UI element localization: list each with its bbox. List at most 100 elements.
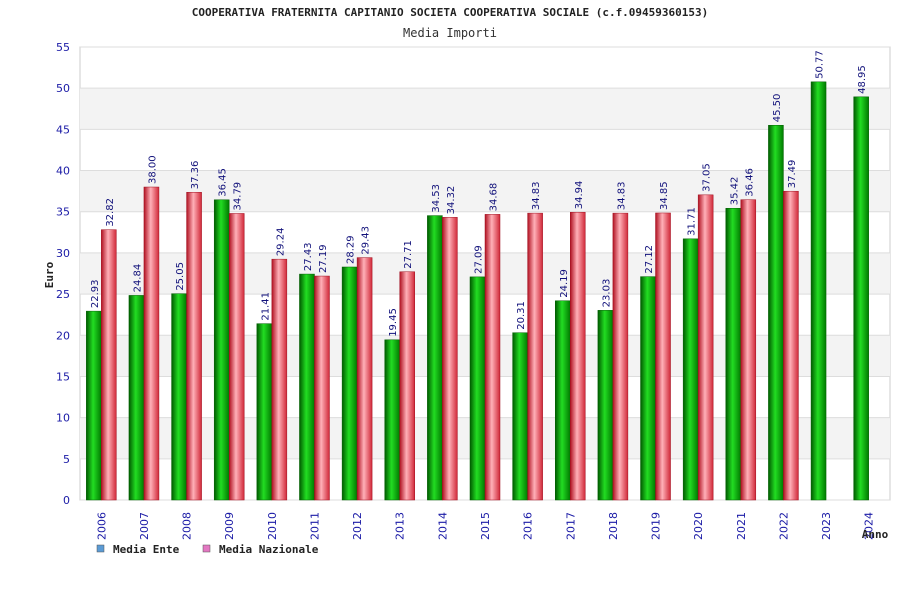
value-label-ente-2014: 34.53 — [431, 184, 442, 213]
bar-media-nazionale-2012 — [356, 257, 373, 501]
x-tick-label-2006: 2006 — [95, 512, 108, 540]
x-tick-label-2024: 2024 — [863, 512, 876, 540]
value-label-ente-2019: 27.12 — [644, 245, 655, 274]
legend-label-nazionale: Media Nazionale — [219, 543, 319, 556]
y-tick-label: 30 — [56, 247, 70, 260]
y-tick-label: 0 — [63, 494, 70, 507]
chart-subtitle: Media Importi — [403, 26, 497, 40]
x-tick-label-2009: 2009 — [223, 512, 236, 540]
value-label-nazionale-2015: 34.68 — [489, 183, 500, 212]
bar-media-nazionale-2010 — [271, 258, 288, 501]
bar-media-ente-2017 — [555, 300, 571, 501]
bar-media-nazionale-2016 — [527, 212, 543, 501]
value-label-nazionale-2006: 32.82 — [105, 198, 116, 227]
bar-media-ente-2016 — [512, 332, 528, 501]
bar-media-ente-2012 — [341, 266, 358, 501]
value-label-ente-2011: 27.43 — [303, 242, 314, 271]
bar-media-nazionale-2007 — [143, 186, 160, 501]
bar-media-nazionale-2014 — [442, 217, 458, 501]
bar-media-ente-2020 — [682, 238, 699, 501]
legend-label-ente: Media Ente — [113, 543, 180, 556]
value-label-nazionale-2011: 27.19 — [318, 244, 329, 273]
bar-media-ente-2007 — [128, 295, 145, 501]
value-label-nazionale-2017: 34.94 — [574, 181, 585, 210]
value-label-nazionale-2021: 36.46 — [744, 168, 755, 197]
x-tick-label-2011: 2011 — [308, 512, 321, 540]
value-label-ente-2021: 35.42 — [729, 177, 740, 206]
x-tick-label-2012: 2012 — [351, 512, 364, 540]
y-tick-label: 40 — [56, 165, 70, 178]
x-tick-label-2021: 2021 — [735, 512, 748, 540]
bar-media-ente-2023 — [810, 81, 827, 501]
x-tick-label-2017: 2017 — [564, 512, 577, 540]
bar-media-nazionale-2019 — [655, 212, 671, 501]
bar-media-nazionale-2011 — [314, 275, 330, 501]
y-tick-label: 25 — [56, 288, 70, 301]
y-tick-label: 55 — [56, 41, 70, 54]
value-label-ente-2018: 23.03 — [601, 279, 612, 308]
x-tick-label-2018: 2018 — [607, 512, 620, 540]
bar-media-ente-2008 — [171, 293, 187, 501]
bar-media-ente-2022 — [768, 124, 784, 501]
value-label-ente-2017: 24.19 — [559, 269, 570, 298]
value-label-nazionale-2013: 27.71 — [403, 240, 414, 269]
x-tick-label-2007: 2007 — [138, 512, 151, 540]
bar-media-ente-2009 — [213, 199, 230, 501]
x-tick-label-2013: 2013 — [394, 512, 407, 540]
bar-media-nazionale-2009 — [228, 213, 245, 501]
legend-swatch-ente — [96, 544, 105, 553]
bars — [86, 81, 869, 501]
y-tick-label: 35 — [56, 206, 70, 219]
bar-media-ente-2014 — [427, 215, 443, 501]
legend-swatch-nazionale — [202, 544, 211, 553]
value-label-ente-2015: 27.09 — [474, 245, 485, 274]
x-axis-label: Anno — [862, 528, 889, 541]
x-tick-label-2010: 2010 — [266, 512, 279, 540]
x-tick-label-2022: 2022 — [777, 512, 790, 540]
value-label-ente-2022: 45.50 — [772, 94, 783, 123]
value-label-nazionale-2010: 29.24 — [275, 228, 286, 257]
value-labels: 22.93 32.82 24.84 38.00 25.05 37.36 36.45 34.79… — [90, 50, 868, 337]
y-tick-label: 50 — [56, 82, 70, 95]
bar-media-ente-2021 — [725, 208, 742, 501]
bar-media-ente-2018 — [597, 310, 614, 501]
value-label-ente-2016: 20.31 — [516, 301, 527, 330]
x-tick-label-2020: 2020 — [692, 512, 705, 540]
value-label-ente-2010: 21.41 — [260, 292, 271, 321]
value-label-ente-2006: 22.93 — [90, 279, 101, 308]
value-label-ente-2024: 48.95 — [857, 65, 868, 94]
value-label-ente-2023: 50.77 — [815, 50, 826, 79]
x-tick-label-2023: 2023 — [820, 512, 833, 540]
value-label-ente-2020: 31.71 — [687, 207, 698, 236]
y-tick-label: 15 — [56, 370, 70, 383]
grid-band — [80, 88, 890, 130]
y-tick-label: 20 — [56, 329, 70, 342]
value-label-nazionale-2014: 34.32 — [446, 186, 457, 215]
bar-media-ente-2010 — [256, 323, 273, 501]
value-label-nazionale-2020: 37.05 — [702, 163, 713, 192]
legend: Media Ente Media Nazionale — [96, 543, 319, 556]
x-tick-label-2019: 2019 — [650, 512, 663, 540]
x-tick-label-2016: 2016 — [522, 512, 535, 540]
bar-media-ente-2019 — [640, 276, 656, 501]
value-label-ente-2009: 36.45 — [218, 168, 229, 197]
bar-media-nazionale-2013 — [399, 271, 415, 501]
value-label-nazionale-2007: 38.00 — [147, 155, 158, 184]
value-label-nazionale-2008: 37.36 — [190, 161, 201, 190]
x-axis-ticks: 2006 2007 2008 2009 2010 2011 2012 2013 2014 2015… — [95, 512, 875, 540]
y-axis-label: Euro — [43, 261, 56, 288]
bar-media-ente-2011 — [299, 273, 315, 501]
value-label-nazionale-2016: 34.83 — [531, 181, 542, 210]
bar-media-nazionale-2015 — [484, 214, 501, 501]
x-tick-label-2015: 2015 — [479, 512, 492, 540]
bar-media-nazionale-2021 — [740, 199, 757, 501]
value-label-ente-2012: 28.29 — [346, 235, 357, 264]
value-label-ente-2008: 25.05 — [175, 262, 186, 291]
x-tick-label-2008: 2008 — [181, 512, 194, 540]
value-label-ente-2007: 24.84 — [132, 264, 143, 293]
value-label-nazionale-2022: 37.49 — [787, 160, 798, 189]
value-label-nazionale-2012: 29.43 — [361, 226, 372, 255]
y-axis-ticks: 0 5 10 15 20 25 30 35 40 45 50 55 — [56, 41, 70, 507]
bar-media-ente-2015 — [469, 276, 486, 501]
